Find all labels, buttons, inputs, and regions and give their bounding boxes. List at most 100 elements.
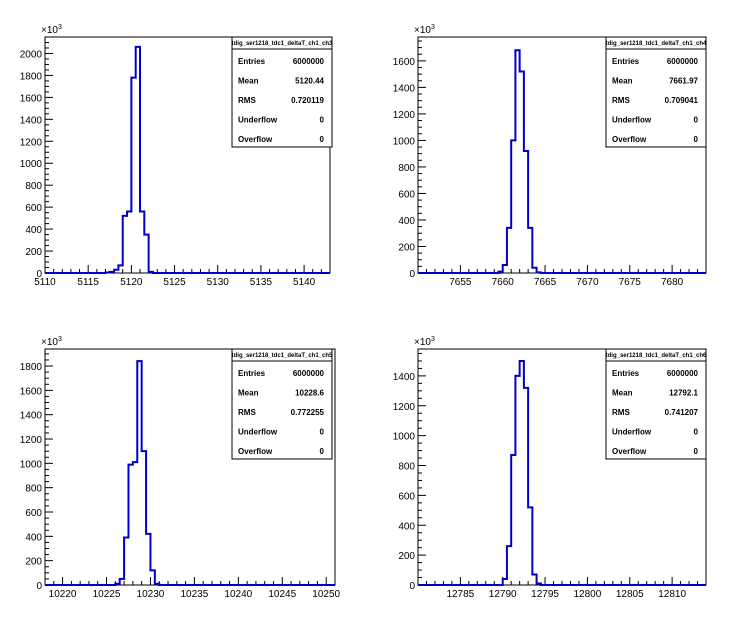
y-tick-label: 0 [36,581,42,592]
x-tick-label: 12805 [616,589,644,600]
y-tick-label: 600 [398,189,415,200]
histogram-bin [133,462,137,585]
y-exponent-base: ×10 [41,337,58,348]
y-tick-label: 1000 [20,459,43,470]
x-tick-label: 5125 [163,277,186,288]
y-tick-label: 0 [36,269,42,280]
y-exponent-label: ×103 [41,24,62,36]
x-tick-label: 7680 [661,277,684,288]
stats-label: Entries [238,369,266,378]
stats-value: 0 [320,428,325,437]
histogram-panel-ch3: ×103 0 200 400 600 800 1000 1200 1400 1600 1800 200… [20,24,333,288]
y-tick-label: 1600 [20,93,43,104]
histogram-line [418,359,706,586]
x-tick-label: 5120 [120,277,143,288]
stats-value: 0.741207 [665,408,699,417]
stats-label: Underflow [612,116,652,125]
x-tick-label: 7670 [576,277,599,288]
y-tick-label: 1800 [20,71,43,82]
x-tick-label: 5135 [250,277,273,288]
y-tick-label: 800 [25,484,42,495]
y-tick-label: 400 [398,521,415,532]
stats-value: 5120.44 [295,77,324,86]
x-tick-label: 10235 [180,589,208,600]
stats-value: 0.709041 [665,96,699,105]
y-tick-label: 200 [398,551,415,562]
histogram-line [45,360,335,586]
y-exponent-base: ×10 [414,337,431,348]
x-tick-label: 10245 [268,589,296,600]
stats-label: Overflow [238,135,273,144]
histogram-bin [127,212,131,273]
y-tick-label: 600 [398,491,415,502]
x-tick-label: 10250 [312,589,340,600]
stats-value: 0 [320,447,325,456]
y-tick-label: 200 [25,557,42,568]
y-tick-label: 1400 [20,411,43,422]
y-tick-label: 400 [25,225,42,236]
x-tick-label: 12800 [574,589,602,600]
y-tick-label: 1600 [20,386,43,397]
stats-value: 0 [694,447,699,456]
x-tick-label: 7660 [492,277,515,288]
stats-value: 0 [320,116,325,125]
stats-box [605,348,707,460]
stats-value: 7661.97 [669,77,698,86]
stats-value: 0 [694,428,699,437]
stats-value: 0.772255 [291,408,325,417]
stats-value: 0.720119 [291,96,324,105]
y-tick-label: 1000 [393,432,416,443]
y-tick-label: 1000 [393,136,416,147]
y-exponent-label: ×103 [414,336,435,348]
histogram-panel-ch5: ×103 0 200 400 600 800 1000 1200 1400 1600 1800 102… [20,336,341,600]
stats-value: 6000000 [667,369,699,378]
x-tick-label: 10220 [49,589,77,600]
stats-label: Overflow [612,447,647,456]
stats-value: 12792.1 [669,389,698,398]
y-tick-label: 1400 [20,115,43,126]
y-tick-label: 1800 [20,362,43,373]
y-tick-label: 1200 [20,137,43,148]
y-exponent-base: ×10 [414,25,431,36]
y-tick-label: 600 [25,508,42,519]
stats-title: tdig_ser1218_tdc1_deltaT_ch1_ch5 [232,353,333,359]
stats-value: 0 [694,116,699,125]
stats-label: Entries [238,57,266,66]
y-tick-label: 1200 [20,435,43,446]
histogram-panel-ch4: ×103 0 200 400 600 800 1000 1200 1400 1600 7655 766… [393,24,707,288]
y-exponent-power: 3 [58,336,62,343]
y-exponent-power: 3 [431,336,435,343]
y-exponent-power: 3 [58,24,62,31]
stats-title: tdig_ser1218_tdc1_deltaT_ch1_ch4 [606,41,707,47]
x-tick-label: 12795 [531,589,559,600]
stats-value: 0 [320,135,325,144]
y-tick-label: 1200 [393,110,416,121]
stats-label: Overflow [612,135,647,144]
y-tick-label: 1400 [393,83,416,94]
stats-label: RMS [238,96,256,105]
x-tick-label: 12810 [658,589,686,600]
y-tick-label: 1200 [393,402,416,413]
y-tick-label: 800 [398,462,415,473]
x-tick-label: 10230 [137,589,165,600]
histogram-bin [520,361,524,585]
y-tick-label: 400 [398,216,415,227]
y-tick-label: 1400 [393,372,416,383]
y-tick-label: 200 [398,242,415,253]
stats-label: Underflow [238,428,278,437]
y-tick-label: 400 [25,532,42,543]
y-tick-label: 800 [25,181,42,192]
stats-label: Entries [612,369,640,378]
stats-title: tdig_ser1218_tdc1_deltaT_ch1_ch3 [232,41,333,47]
x-tick-label: 5115 [77,277,99,288]
y-tick-label: 0 [409,269,415,280]
y-tick-label: 2000 [20,49,43,60]
y-exponent-label: ×103 [414,24,435,36]
y-exponent-base: ×10 [41,25,58,36]
stats-label: Underflow [612,428,652,437]
stats-value: 6000000 [293,369,325,378]
x-tick-label: 5130 [207,277,230,288]
y-tick-label: 1000 [20,159,43,170]
x-tick-label: 12790 [489,589,517,600]
